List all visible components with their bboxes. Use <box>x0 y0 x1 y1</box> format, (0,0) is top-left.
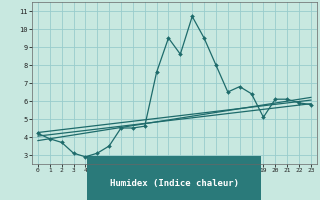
X-axis label: Humidex (Indice chaleur): Humidex (Indice chaleur) <box>110 179 239 188</box>
